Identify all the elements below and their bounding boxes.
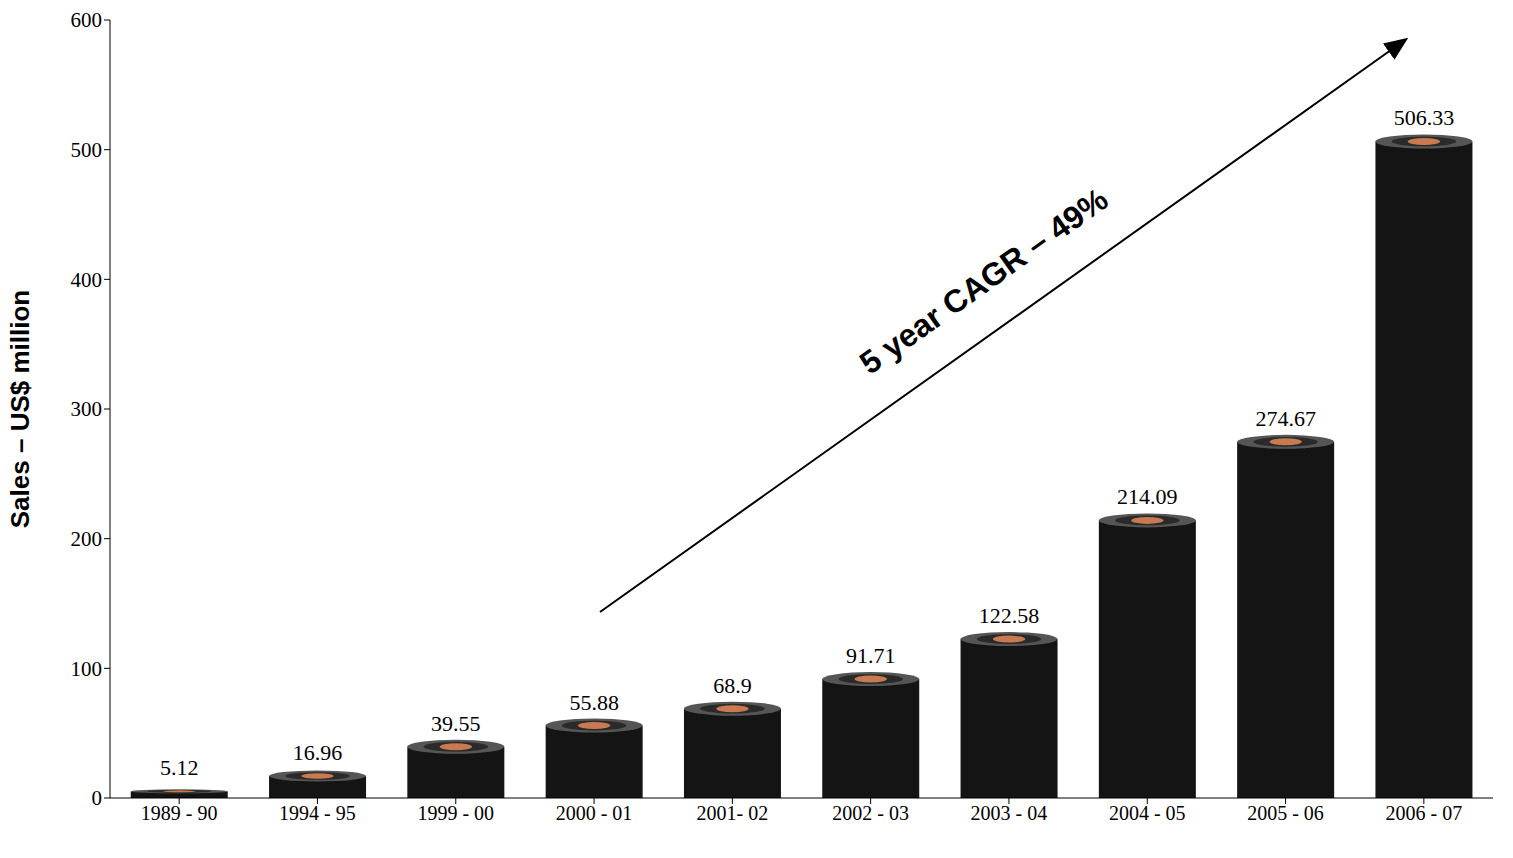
svg-text:39.55: 39.55 [431,711,481,736]
svg-text:55.88: 55.88 [569,690,619,715]
svg-text:2004 - 05: 2004 - 05 [1109,802,1186,824]
svg-text:5.12: 5.12 [160,755,199,780]
svg-text:0: 0 [92,786,103,810]
svg-text:5 year CAGR – 49%: 5 year CAGR – 49% [853,181,1115,381]
svg-text:200: 200 [71,527,103,551]
svg-text:274.67: 274.67 [1255,406,1316,431]
svg-text:2006 - 07: 2006 - 07 [1386,802,1463,824]
svg-text:91.71: 91.71 [846,643,896,668]
svg-text:122.58: 122.58 [979,603,1040,628]
svg-text:1999 - 00: 1999 - 00 [417,802,494,824]
svg-text:500: 500 [71,138,103,162]
svg-text:1994 - 95: 1994 - 95 [279,802,356,824]
svg-text:16.96: 16.96 [293,740,343,765]
svg-text:214.09: 214.09 [1117,484,1178,509]
svg-text:68.9: 68.9 [713,673,752,698]
svg-text:2005 - 06: 2005 - 06 [1247,802,1324,824]
svg-text:2002 - 03: 2002 - 03 [832,802,909,824]
svg-text:600: 600 [71,8,103,32]
svg-text:506.33: 506.33 [1394,105,1455,130]
svg-text:400: 400 [71,268,103,292]
svg-text:Sales – US$ million: Sales – US$ million [5,290,35,528]
svg-text:300: 300 [71,397,103,421]
svg-text:100: 100 [71,657,103,681]
svg-text:2001- 02: 2001- 02 [697,802,769,824]
svg-text:2000 - 01: 2000 - 01 [556,802,633,824]
svg-text:1989 - 90: 1989 - 90 [141,802,218,824]
svg-text:2003 - 04: 2003 - 04 [971,802,1048,824]
